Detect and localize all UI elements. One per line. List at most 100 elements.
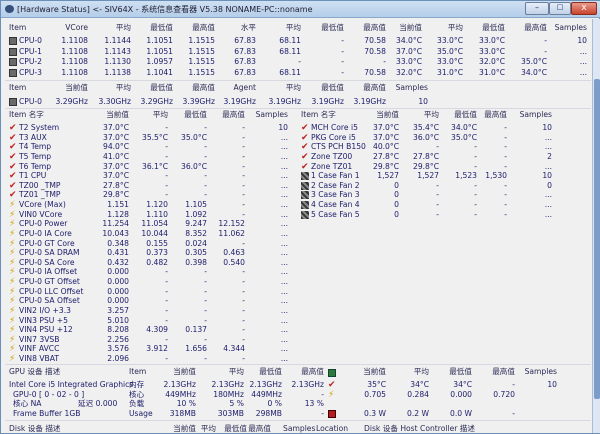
cell: 1.1108 (61, 46, 88, 56)
sensor-name: CPU-0 SA Offset (19, 296, 80, 306)
sensor-value: 10 (542, 123, 552, 132)
cell: 68.11 (279, 46, 301, 56)
app-icon (5, 5, 14, 13)
sensor-name: T5 Temp (19, 151, 52, 161)
sensor-value: ... (280, 151, 288, 161)
sensor-value: 0.137 (185, 325, 207, 335)
cell: 31.0°C (478, 67, 505, 77)
sensor-value: ... (280, 161, 288, 171)
column-header: Item (9, 23, 27, 32)
sensor-value: 0.000 (107, 277, 129, 287)
column-header: 当前值 (363, 367, 386, 376)
sensor-value: ... (544, 190, 552, 200)
column-header: 平均 (285, 23, 301, 32)
chip-icon (9, 98, 17, 106)
sensor-value: 27.8°C (102, 180, 129, 190)
sensor-value: 0.305 (185, 248, 207, 258)
sensor-value: ... (280, 200, 288, 210)
voltage-icon: ⚡ (9, 238, 16, 249)
gpu-value: 10 % (176, 399, 196, 408)
chip-icon (9, 47, 17, 56)
sensor-name: CPU-0 SA DRAM (19, 248, 80, 258)
column-header: Samples (519, 110, 552, 119)
voltage-icon: ⚡ (9, 305, 16, 316)
column-header: 平均 (447, 23, 463, 32)
close-button[interactable]: x (571, 2, 597, 15)
cell: 32.0°C (395, 67, 422, 77)
column-header: 当前值 (399, 23, 422, 32)
scrollbar-thumb[interactable] (594, 79, 600, 399)
gpu-value: 449MHz (251, 389, 282, 399)
sensor-value: ... (280, 305, 288, 315)
minimize-button[interactable]: – (525, 2, 549, 15)
thermometer-icon: ✔ (301, 151, 309, 162)
gpu-item: 核心 (129, 389, 145, 399)
sensor-value: ... (280, 334, 288, 344)
sensor-value: 4.344 (223, 344, 245, 354)
cell: 33.0°C (478, 36, 505, 45)
voltage-icon: ⚡ (9, 296, 16, 307)
sensor-name: 2 Case Fan 2 (311, 180, 360, 190)
sensor-value: - (165, 286, 168, 296)
title-bar: [Hardware Status] <- SIV64X - 系统信息查看器 V5… (1, 1, 600, 18)
gpu-value: 0.000 (450, 389, 472, 399)
sensor-value: 1,523 (455, 171, 477, 181)
sensor-name: CPU-0 LLC Offset (19, 286, 84, 296)
column-header: 最高值 (192, 23, 215, 32)
sensor-value: - (242, 315, 245, 325)
sensor-value: 29.8°C (102, 190, 129, 200)
sensor-value: - (204, 305, 207, 315)
sensor-value: - (165, 123, 168, 132)
sensor-value: 0 (394, 190, 399, 200)
cell: 33.0°C (436, 36, 463, 45)
column-header: Item (9, 83, 27, 92)
sensor-value: - (165, 277, 168, 287)
vertical-scrollbar[interactable] (592, 19, 600, 433)
sensor-value: - (436, 190, 439, 200)
gpu-value: 0 % (267, 399, 282, 408)
sensor-value: - (165, 180, 168, 190)
sensor-name: T1 CPU (19, 171, 47, 181)
maximize-button[interactable]: □ (549, 2, 571, 15)
sensor-name: VIN2 I/O +3.3 (19, 305, 71, 315)
sensor-value: ... (280, 344, 288, 354)
sensor-value: 36.0°C (412, 132, 439, 142)
column-header: 最低值 (184, 110, 207, 119)
sensor-value: - (242, 171, 245, 181)
voltage-icon: ⚡ (9, 209, 16, 220)
cell: 10 (418, 97, 428, 106)
cell: 37.0°C (395, 46, 422, 56)
sensor-value: 35.0°C (180, 132, 207, 142)
cell: 3.39GHz (182, 97, 216, 106)
sensor-name: Zone TZ01 (311, 161, 353, 171)
sensor-value: 1,530 (485, 171, 507, 181)
sensor-value: - (242, 238, 245, 248)
gpu-item: 内存 (129, 380, 145, 389)
sensor-value: - (504, 180, 507, 190)
cell: 3.29GHz (140, 97, 174, 106)
gpu-value: 2.13GHz (163, 380, 197, 389)
sensor-value: - (204, 277, 207, 287)
cell: ... (579, 46, 587, 56)
sensor-value: ... (544, 132, 552, 142)
voltage-icon: ⚡ (9, 315, 16, 326)
sensor-value: ... (280, 325, 288, 335)
thermometer-icon: ✔ (9, 123, 17, 133)
column-header: 最低值 (224, 424, 247, 433)
cell: 1.1515 (188, 36, 215, 45)
sensor-value: 0.373 (146, 248, 168, 258)
cell: 70.58 (364, 46, 386, 56)
row-label: CPU-0 (19, 97, 43, 106)
sensor-value: 9.247 (185, 219, 207, 229)
sensor-value: - (242, 200, 245, 210)
column-header: 最低值 (482, 23, 505, 32)
sensor-value: - (165, 305, 168, 315)
row-label: CPU-3 (19, 67, 43, 77)
gpu-value: 0.705 (364, 389, 386, 399)
column-header: Item 名字 (301, 110, 336, 119)
cell: 1.0957 (146, 57, 173, 66)
cell: - (341, 36, 344, 45)
sensor-value: ... (280, 190, 288, 200)
sensor-name: TZ00 _TMP (19, 180, 61, 190)
thermometer-icon: ✔ (301, 132, 309, 143)
